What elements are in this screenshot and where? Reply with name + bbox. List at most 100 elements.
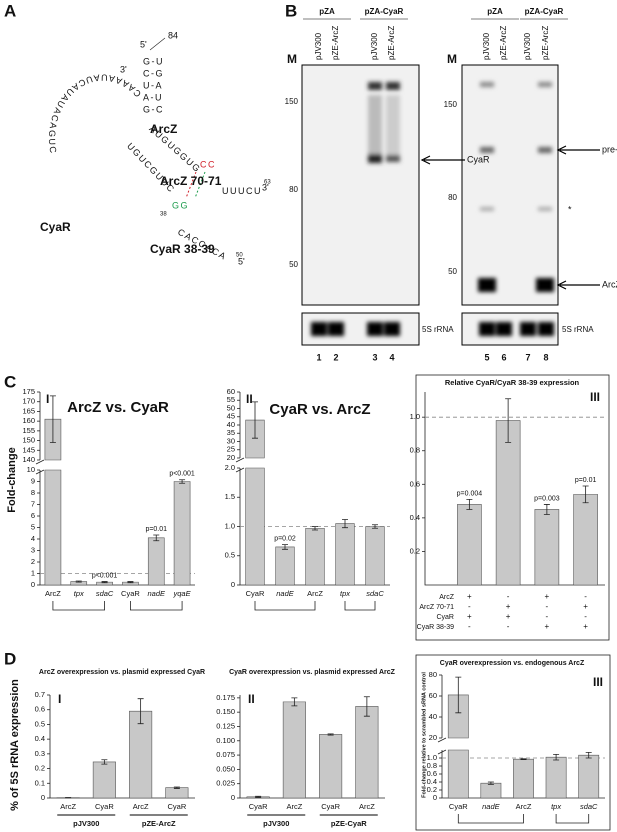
x-tick-label: CyaR [121,589,140,598]
condition-sign: - [584,612,587,621]
marker: M [287,52,297,66]
y-tick-label: 0.025 [216,779,235,788]
lane-number: 1 [316,352,321,362]
condition-sign: - [584,592,587,601]
condition-sign: + [583,622,588,631]
y-tick-label: 0.4 [427,777,437,786]
rna-end: 3' [120,64,127,74]
x-tick-label: ArcZ [60,802,76,811]
gel [461,64,559,306]
y-tick-label: 2 [31,557,35,566]
error-bar [505,398,512,443]
panel-frame [415,654,611,831]
error-bar [137,698,144,725]
rna-end: 5' [140,39,147,49]
marker-size: 150 [444,100,458,109]
tick [149,37,166,51]
y-tick-label: 145 [22,445,35,454]
panel-numeral: II [246,392,253,406]
condition-sign: - [546,612,549,621]
rna-end: 50 [236,253,243,259]
y-tick-label: 0.5 [35,719,45,728]
y-tick-label: 0.125 [216,721,235,730]
error-bar [363,696,370,717]
error-bar [455,676,462,714]
condition-sign: + [545,622,550,631]
band-label: * [568,204,572,214]
x-tick-label: yqaE [173,589,192,598]
error-bar [543,504,550,515]
lane-name: pZE-ArcZ [499,26,508,60]
marker: M [447,52,457,66]
group-label: pJV300 [73,819,99,828]
panel-b [301,64,600,346]
y-axis-label: % of 5S rRNA expression [9,679,21,811]
y-tick-label: 55 [227,395,235,404]
condition-sign: + [467,592,472,601]
error-bar [255,795,262,798]
bar [129,710,153,799]
axis-break [235,457,245,473]
bar [275,546,295,586]
p-value: p=0.01 [145,526,167,533]
bar [305,527,325,586]
rna-end: 38 [160,212,167,218]
y-tick-label: 0.1 [35,778,45,787]
lane-name: pJV300 [314,32,323,60]
rna-label: CyaR 38-39 [150,242,215,256]
marker-size: 50 [289,260,298,269]
p-value: p<0.001 [169,471,195,478]
panel-frame [415,374,610,641]
bar [92,761,116,799]
error-bar [282,544,288,550]
y-tick-label: 165 [22,406,35,415]
bracket [457,814,590,824]
y-tick-label: 1.0 [427,753,437,762]
panel-letter: B [285,1,297,20]
loading-label: 5S rRNA [422,325,454,334]
y-tick-label: 60 [227,387,235,396]
y-tick-label: 1.0 [225,521,235,530]
y-tick-label: 160 [22,416,35,425]
y-tick-label: 8 [31,488,35,497]
y-tick-label: 20 [227,453,235,462]
y-tick-label: 150 [22,436,35,445]
y-tick-label: 0 [41,793,45,802]
rna-tail: UUUCUUU [0,0,262,196]
error-bar [585,752,592,759]
error-bar [312,526,318,531]
axis-break [437,737,447,755]
rna-pair: A-U [143,92,163,102]
rna-seq: CAAAAUAUCAUAUACAGUC [46,72,141,155]
bar [282,701,306,799]
error-bar [553,754,560,761]
p-value: p<0.001 [92,572,118,579]
y-tick-label: 6 [31,511,35,520]
y-tick-label: 0.175 [216,693,235,702]
marker-size: 80 [448,193,457,202]
group-label: pZE-ArcZ [142,819,176,828]
y-tick-label: 0.6 [410,479,420,488]
y-tick-label: 45 [227,412,235,421]
y-tick-label: 1 [31,568,35,577]
x-tick-label: sdaC [366,589,384,598]
y-tick-label: 35 [227,428,235,437]
bar [165,787,189,799]
pair-line [185,171,197,199]
y-tick-label: 0.8 [410,446,420,455]
lane-name: pZE-ArcZ [387,26,396,60]
loading-label: 5S rRNA [562,325,594,334]
y-tick-label: 0.050 [216,764,235,773]
rna-end: 84 [168,30,178,40]
panel-numeral: III [590,390,600,404]
x-tick-label: CyaR [95,802,114,811]
p-value: p=0.003 [534,495,560,502]
lane-number: 3 [372,352,377,362]
bar [335,523,355,586]
x-tick-label: tpx [74,589,84,598]
y-tick-label: 1.5 [225,492,235,501]
bracket [254,601,376,611]
x-tick-label: ArcZ [133,802,149,811]
y-tick-label: 1.0 [410,412,420,421]
